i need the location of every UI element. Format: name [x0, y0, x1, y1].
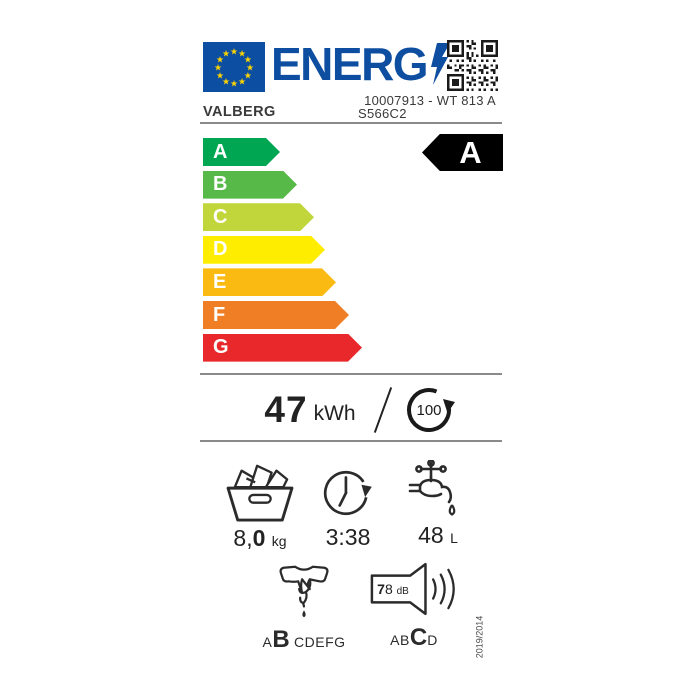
cycle-arrow-icon: 100 [406, 388, 455, 432]
spin-dry-icon [279, 565, 329, 618]
brand-name: VALBERG [203, 104, 276, 120]
spin-class-scale: AB CDEFG [262, 626, 346, 653]
speaker-wrap: 78 dB [370, 560, 458, 618]
model-code: S566C2 [358, 106, 407, 121]
svg-text:★: ★ [222, 50, 230, 60]
grade-arrow-b: B [203, 171, 297, 199]
model-number: 10007913 - WT 813 A [364, 93, 496, 108]
svg-text:★: ★ [214, 64, 222, 74]
water-block: 48 L [404, 460, 472, 549]
noise-block: 78 dB ABCD [366, 560, 462, 652]
per-slash [373, 387, 392, 433]
energy-unit: kWh [313, 402, 356, 425]
water-tap-icon [408, 460, 456, 516]
duration-block: 3:38 [318, 464, 378, 551]
svg-text:★: ★ [244, 56, 252, 66]
eu-flag-icon: ★ ★★★★★★★★★★★ [203, 42, 265, 92]
divider [200, 373, 502, 375]
divider [200, 440, 502, 442]
energy-consumption-row: 47 kWh 100 [200, 381, 502, 439]
svg-text:★: ★ [238, 50, 246, 60]
cycles-value: 100 [416, 402, 441, 419]
water-value: 48 L [418, 522, 458, 548]
svg-text:★: ★ [216, 56, 224, 66]
grade-letter: F [213, 303, 226, 326]
svg-text:★: ★ [246, 64, 254, 74]
clock-icon [323, 470, 372, 516]
rating-letter: A [459, 134, 482, 170]
capacity-value: 8,0 kg [233, 525, 287, 551]
noise-db-value: 78 dB [377, 581, 409, 597]
svg-text:★: ★ [230, 48, 238, 58]
grade-arrow-f: F [203, 301, 349, 329]
grade-arrow-d: D [203, 236, 325, 264]
grade-arrow-c: C [203, 203, 314, 231]
spin-class-block: AB CDEFG [262, 560, 345, 654]
grade-letter: B [213, 173, 228, 196]
duration-value: 3:38 [325, 524, 371, 550]
svg-text:★: ★ [216, 72, 224, 82]
lightning-bolt-icon [431, 43, 451, 85]
svg-text:★: ★ [222, 77, 230, 87]
noise-class-scale: ABCD [390, 624, 438, 651]
grade-letter: A [213, 140, 228, 163]
energy-value: 47 [264, 389, 308, 430]
divider [200, 122, 502, 124]
grade-letter: G [213, 336, 229, 359]
energy-label: ★ ★ ★ ★ ★ ★ ★ ★ ★ ★ ★ ★ ENERG 10007913 - WT 813 A S… [200, 38, 503, 680]
grade-letter: E [213, 270, 227, 293]
qr-code [447, 40, 498, 91]
energ-logo: ENERG [271, 36, 451, 92]
grade-arrow-e: E [203, 268, 336, 296]
speaker-icon [370, 562, 455, 616]
capacity-block: 8,0 kg [210, 461, 310, 552]
grade-letter: D [213, 238, 228, 261]
grade-letter: C [213, 205, 228, 228]
laundry-load-icon [226, 464, 294, 522]
svg-text:★: ★ [238, 77, 246, 87]
svg-text:★: ★ [244, 72, 252, 82]
rating-indicator-arrow: A [422, 134, 503, 171]
grade-arrow-a: A [203, 138, 280, 166]
energ-logo-text: ENERG [271, 38, 429, 90]
regulation-reference: 2019/2014 [474, 615, 485, 659]
svg-text:★: ★ [230, 80, 238, 90]
grade-arrow-g: G [203, 334, 362, 362]
